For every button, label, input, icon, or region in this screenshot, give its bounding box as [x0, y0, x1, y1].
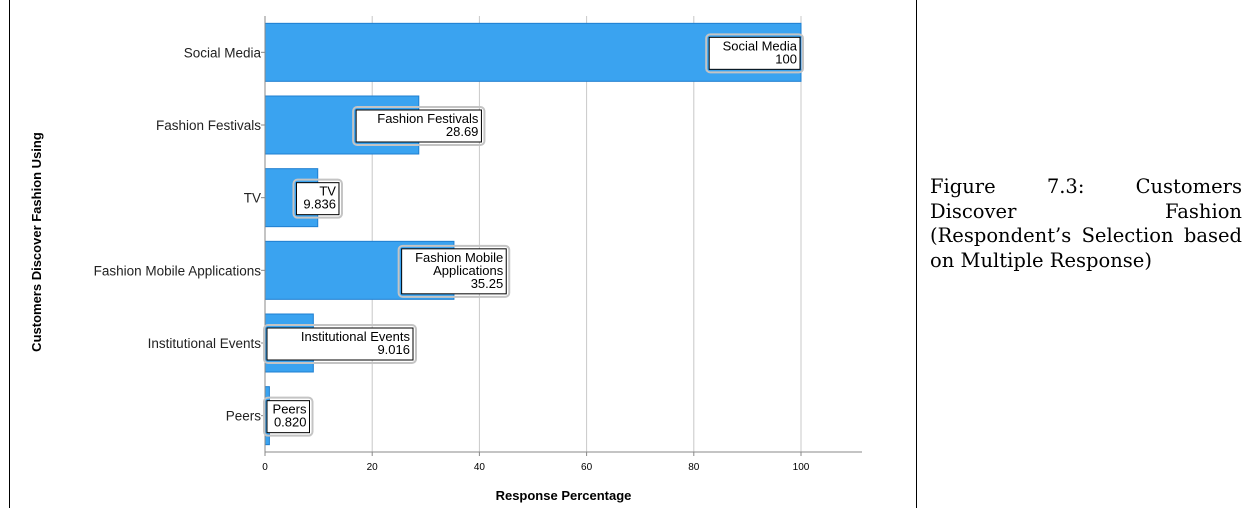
figure-caption: Figure 7.3: Customers Discover Fashion (… — [930, 175, 1242, 272]
data-label-box — [401, 248, 507, 295]
y-tick-label: Fashion Mobile Applications — [94, 263, 262, 278]
x-axis-title: Response Percentage — [496, 488, 632, 503]
data-label: 0.820 — [274, 415, 307, 430]
data-label-box — [295, 182, 340, 216]
data-label-halo — [263, 324, 417, 364]
data-label-halo — [397, 244, 511, 298]
data-label: Fashion Mobile — [415, 250, 503, 265]
y-tick-label: TV — [244, 191, 261, 206]
data-label: 100 — [775, 51, 797, 66]
x-tick-label: 0 — [262, 462, 268, 473]
data-label: Social Media — [723, 38, 798, 53]
data-label: Applications — [433, 263, 504, 278]
data-label: Peers — [273, 402, 307, 417]
data-label: 9.016 — [377, 342, 410, 357]
data-label-box — [708, 36, 801, 70]
data-label: 35.25 — [471, 276, 504, 291]
data-label-halo — [352, 106, 486, 146]
data-label: Fashion Festivals — [377, 111, 479, 126]
data-label-box — [266, 400, 310, 434]
data-label-box — [355, 109, 482, 143]
y-tick-label: Fashion Festivals — [156, 118, 261, 133]
data-label-halo — [705, 33, 805, 74]
x-tick-label: 40 — [474, 462, 486, 473]
y-axis-title: Customers Discover Fashion Using — [29, 132, 44, 352]
data-label: Institutional Events — [301, 329, 411, 344]
data-label: 28.69 — [446, 124, 479, 139]
x-tick-label: 80 — [688, 462, 700, 473]
data-label: TV — [319, 184, 336, 199]
x-tick-label: 60 — [581, 462, 593, 473]
chart-cell — [9, 0, 917, 508]
y-tick-label: Social Media — [184, 45, 262, 60]
x-tick-label: 20 — [367, 462, 379, 473]
y-tick-label: Peers — [226, 409, 262, 424]
y-tick-label: Institutional Events — [148, 336, 262, 351]
data-label-halo — [263, 396, 314, 437]
x-tick-label: 100 — [793, 462, 810, 473]
data-label: 9.836 — [303, 197, 336, 212]
data-label-box — [266, 327, 414, 361]
data-label-halo — [292, 178, 343, 219]
